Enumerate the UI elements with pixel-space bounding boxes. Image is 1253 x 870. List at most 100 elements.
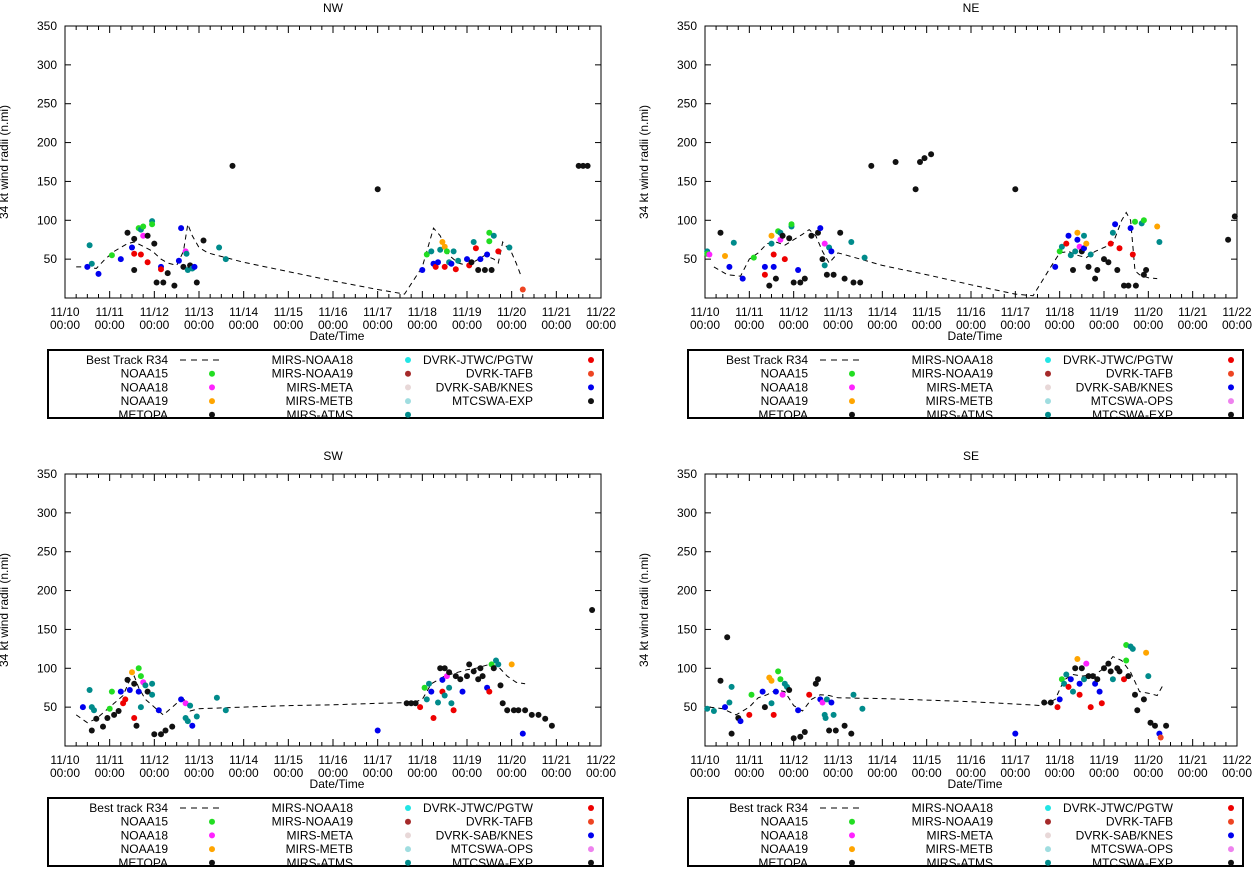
data-point (1056, 248, 1063, 255)
y-tick-label: 100 (677, 661, 697, 675)
legend-label: DVRK-SAB/KNES (1076, 828, 1173, 842)
data-point (826, 727, 833, 734)
legend-label: MIRS-ATMS (927, 408, 993, 422)
data-point (126, 687, 133, 693)
legend-dot-marker (588, 832, 594, 839)
data-point (1121, 676, 1127, 683)
data-point (178, 696, 185, 703)
legend-label: DVRK-JTWC/PGTW (1063, 801, 1174, 815)
data-point (169, 723, 176, 730)
data-point (1132, 691, 1138, 698)
legend-label: MIRS-ATMS (287, 408, 353, 422)
data-point (717, 677, 724, 684)
data-point (770, 263, 777, 270)
data-point (1134, 707, 1141, 714)
data-point (768, 700, 775, 707)
data-point (761, 704, 768, 711)
data-point (1132, 218, 1138, 225)
x-tick-date-label: 11/11 (96, 753, 125, 767)
x-tick-time-label: 00:00 (1089, 766, 1119, 780)
data-point (797, 733, 804, 740)
data-point (1056, 696, 1063, 703)
data-point (801, 729, 808, 735)
data-point (475, 267, 482, 273)
data-point (229, 162, 236, 169)
x-tick-time-label: 00:00 (452, 766, 482, 780)
data-point (848, 239, 855, 245)
data-point (704, 705, 711, 712)
x-tick-time-label: 00:00 (1000, 766, 1030, 780)
legend-label: METOPA (118, 856, 168, 870)
data-point (1087, 704, 1094, 711)
data-point (1105, 259, 1112, 266)
data-point (182, 700, 189, 707)
data-point (575, 162, 582, 169)
legend-label: NOAA15 (121, 815, 169, 829)
data-point (441, 692, 448, 699)
legend-dot-marker (849, 859, 855, 866)
y-axis-label: 34 kt wind radii (n.mi) (0, 553, 11, 667)
x-tick-date-label: 11/16 (318, 753, 347, 767)
data-point (149, 691, 156, 698)
data-point (193, 713, 200, 720)
data-point (131, 235, 138, 242)
x-tick-time-label: 00:00 (1089, 318, 1119, 332)
y-tick-label: 350 (37, 19, 57, 33)
data-point (770, 251, 777, 258)
x-tick-time-label: 00:00 (363, 766, 393, 780)
x-tick-time-label: 00:00 (50, 318, 80, 332)
data-point (1054, 704, 1061, 711)
data-point (861, 254, 868, 261)
data-point (117, 688, 124, 695)
y-tick-label: 200 (677, 584, 697, 598)
legend-label: METOPA (118, 408, 168, 422)
data-point (1012, 186, 1019, 193)
data-point (728, 683, 735, 690)
legend-dot-marker (588, 370, 594, 377)
x-tick-date-label: 11/17 (1001, 305, 1030, 319)
legend-dot-marker (209, 411, 215, 418)
y-tick-label: 150 (677, 174, 697, 188)
x-tick-time-label: 00:00 (452, 318, 482, 332)
data-point (131, 715, 138, 721)
y-tick-label: 300 (677, 58, 697, 72)
x-tick-time-label: 00:00 (407, 318, 437, 332)
legend-dot-marker (588, 805, 594, 811)
data-point (175, 257, 182, 264)
data-point (133, 722, 140, 729)
data-point (412, 700, 419, 707)
x-tick-date-label: 11/21 (542, 753, 571, 767)
panel-se: SE 50 100 150 200 250 300 350 34 kt wind radii (… (637, 449, 1252, 870)
x-tick-date-label: 11/20 (1134, 753, 1163, 767)
data-point (216, 244, 223, 251)
x-axis-label: Date/Time (948, 329, 1003, 343)
legend-label: METOPA (758, 856, 808, 870)
data-point (490, 232, 497, 239)
x-tick-time-label: 00:00 (912, 318, 942, 332)
x-tick-time-label: 00:00 (734, 318, 764, 332)
x-tick-date-label: 11/14 (868, 753, 897, 767)
legend-dot-marker (405, 859, 411, 866)
data-point (737, 718, 744, 725)
legend-label: NOAA18 (761, 828, 809, 842)
data-point (486, 688, 493, 695)
x-tick-time-label: 00:00 (867, 766, 897, 780)
data-point (1107, 240, 1114, 247)
data-point (423, 696, 430, 703)
data-point (1157, 734, 1164, 741)
data-point (135, 688, 142, 695)
data-point (481, 267, 488, 273)
data-point (497, 682, 504, 689)
y-tick-label: 50 (684, 252, 698, 266)
legend-label: MIRS-META (927, 828, 993, 842)
data-point (417, 704, 424, 711)
x-tick-time-label: 00:00 (95, 766, 125, 780)
data-point (1074, 656, 1081, 662)
legend-dot-marker (1045, 384, 1051, 391)
data-point (1098, 700, 1105, 707)
y-tick-label: 150 (37, 622, 57, 636)
data-point (510, 707, 517, 714)
data-point (124, 676, 131, 683)
chart-title: SE (963, 449, 979, 463)
data-point (580, 162, 587, 169)
